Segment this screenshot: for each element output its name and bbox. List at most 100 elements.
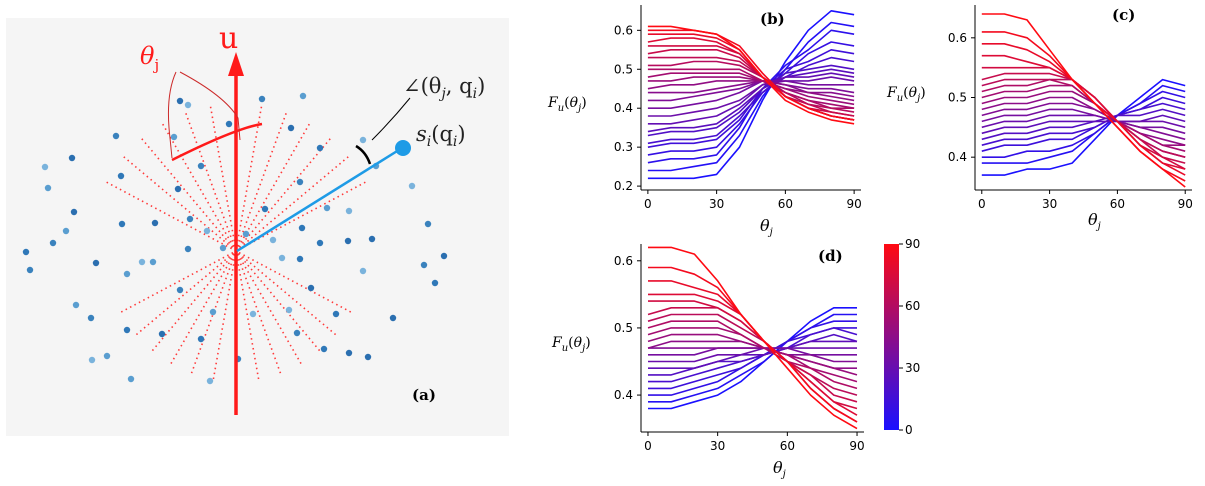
scatter-dot [87,314,95,322]
series-line-s01 [647,10,855,180]
y-axis-label-part: F [547,95,559,111]
scatter-dot [118,220,126,228]
x-tick-label: 0 [644,439,652,453]
panel-label: (b) [760,10,785,28]
scatter-dot [174,185,182,193]
series-line-s14 [647,80,855,102]
scatter-dot [151,219,159,227]
s-label-c: (q [431,122,453,146]
series-line-s08 [648,347,857,363]
diagram-background [6,18,509,436]
scatter-dot [70,208,78,216]
y-axis-label-part: ) [920,85,925,101]
series-line-s12 [647,80,855,102]
scatter-dot [296,255,304,263]
series-line-s05 [981,102,1186,146]
dotted-ray [190,109,289,374]
x-tick-label: 90 [846,197,861,211]
colorbar-tick-label: 0 [905,423,913,437]
scatter-dot [278,254,286,262]
y-tick-label: 0.6 [614,23,633,37]
series-line-s02 [647,21,855,172]
scatter-dot [127,375,135,383]
x-axis-label-part: j [781,469,786,480]
u-label: u [219,21,238,56]
scatter-dot [359,267,367,275]
y-tick-label: 0.6 [948,31,967,45]
s-label-e: ) [457,122,465,146]
series-line-s01 [648,307,857,410]
y-axis-label-part: j [915,93,920,104]
x-tick-label: 90 [1178,197,1193,211]
colorbar-tick-label: 90 [905,237,920,251]
scatter-dot [431,279,439,287]
y-axis-label-part: θ [574,335,583,351]
scatter-dot [26,266,34,274]
panel-label: (d) [818,247,843,265]
x-tick-label: 60 [780,439,795,453]
series-line-s06 [647,56,855,145]
scatter-dot [123,326,131,334]
x-tick-label: 30 [710,439,725,453]
angle-label: ∠(θj, qi) [403,74,485,102]
scatter-dot [364,353,372,361]
scatter-dot [184,245,192,253]
x-axis-label-part: θ [760,216,770,235]
y-axis-label-part: u [897,93,903,104]
angle-label-a: ∠(θ [403,74,441,98]
scatter-dot [249,310,257,318]
scatter-dot [170,133,178,141]
scatter-dot [72,301,80,309]
y-tick-label: 0.4 [614,101,633,115]
s-label-a: s [416,122,427,146]
scatter-dot [206,377,214,385]
scatter-dot [158,330,166,338]
scatter-dot [242,230,250,238]
scatter-dot [225,120,233,128]
chart-panel-c: 0 30 60 900.40.50.6Fu(θj)θj(c) [886,5,1193,232]
scatter-dot [209,308,217,316]
scatter-dot [184,101,192,109]
scatter-dot [103,352,111,360]
scatter-dots [22,92,448,385]
scatter-dot [345,349,353,357]
series-line-s15 [647,313,858,396]
series-line-s18 [647,60,855,113]
scatter-dot [408,182,416,190]
y-tick-label: 0.3 [614,140,633,154]
x-tick-label: 30 [709,197,724,211]
series-line-s09 [981,108,1186,135]
series-line-s12 [647,333,858,376]
scatter-dot [296,178,304,186]
scatter-dot [368,235,376,243]
series-line-s11 [647,80,855,109]
series-line-s01 [981,78,1186,176]
scatter-dot [299,92,307,100]
series-line-s07 [647,64,855,137]
scatter-dot [285,306,293,314]
x-axis-label-part: θ [1088,210,1098,229]
y-axis-label-part: ( [903,85,908,101]
scatter-dot [68,154,76,162]
diagram-panel-a: u θj ∠(θj, qi) si(qi) (a) [6,18,509,436]
dotted-ray [151,135,334,352]
y-axis-label-part: F [886,85,898,101]
scatter-dot [424,220,432,228]
panel-label: (c) [1112,6,1135,24]
scatter-dot [389,314,397,322]
chart-panel-b: 0 30 60 900.20.30.40.50.6Fu(θj)θj(b) [547,5,862,238]
dotted-ray [138,135,321,352]
s-vector-endpoint [395,140,411,156]
scatter-dot [269,236,277,244]
series-line-s11 [981,96,1186,146]
scatter-dot [88,356,96,364]
s-label-d: i [453,134,457,150]
series-line-s21 [648,246,858,430]
scatter-dot [258,95,266,103]
theta-leader-left [167,71,177,159]
dotted-ray [170,120,312,364]
series-line-s02 [648,313,857,403]
theta-label-sub: j [152,56,159,74]
y-tick-label: 0.6 [614,254,633,268]
